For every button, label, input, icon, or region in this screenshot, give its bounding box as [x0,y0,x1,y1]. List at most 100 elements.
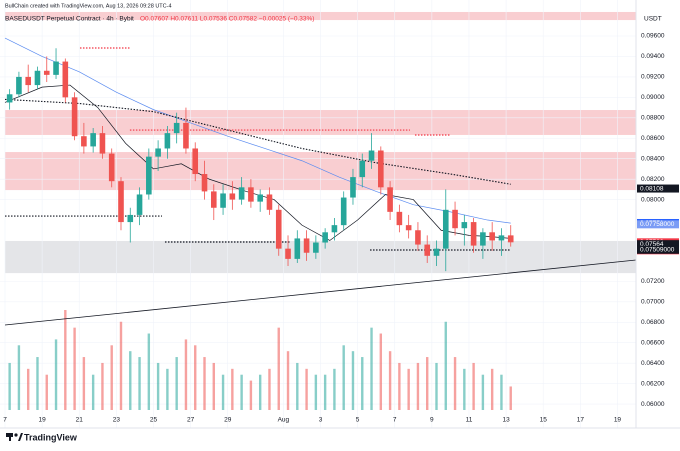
volume-bar [398,362,401,410]
y-tick-label: 0.06600 [641,339,665,346]
volume-bar [36,357,39,410]
volume-bar [129,351,132,410]
x-tick-label: 27 [187,417,195,424]
volume-bar [110,345,113,410]
brand: TradingView [24,432,78,442]
candle-body [470,222,477,246]
candle-body [238,187,245,200]
volume-bar [314,374,318,410]
volume-bar [166,368,169,410]
y-tick-label: 0.06800 [641,319,665,326]
y-tick-label: 0.07000 [641,299,665,306]
candle-body [127,214,134,223]
volume-bar [407,368,410,410]
volume-bar [444,321,447,410]
trendline [4,259,637,326]
volume-bar [296,362,299,410]
candle-body [489,232,495,241]
candle-body [415,230,421,245]
candle-body [322,232,328,243]
price-label-box [637,240,679,249]
volume-bar [379,333,383,410]
symbol: BASEDUSDT Perpetual Contract · 4h · Bybi… [5,16,134,23]
volume-bar [231,368,234,410]
candle-body [53,61,59,75]
y-tick-label: 0.06200 [641,380,665,387]
y-tick-label: 0.07200 [641,278,665,285]
volume-bar [333,368,336,410]
volume-bar [342,345,345,410]
candle-body [285,248,291,259]
x-tick-label: 15 [540,417,548,424]
candle-body [164,133,171,149]
volume-bar [138,357,141,410]
volume-bar [184,339,188,410]
price-label: 0.07758000 [640,221,675,228]
y-tick-label: 0.08600 [641,135,665,142]
candle-body [155,148,161,157]
candle-body [359,160,366,178]
candle-body [378,150,384,188]
price-label-box [637,184,679,193]
candle-body [368,150,375,161]
volume-bar [221,374,225,410]
volume-bar [416,362,420,410]
candle-body [257,194,263,202]
volume-bar [147,333,151,410]
volume-bar [388,351,392,410]
candle-body [303,238,310,253]
candle-body [405,225,412,231]
candle-body [183,122,189,149]
x-tick-label: 9 [430,417,434,424]
candle-body [507,235,514,243]
y-tick-label: 0.08200 [641,176,665,183]
y-tick-label: 0.09400 [641,53,665,60]
x-tick-label: 29 [224,417,232,424]
candle-body [71,97,78,137]
y-tick-label: 0.08000 [641,196,665,203]
volume-bar [277,327,280,410]
candle-body [210,191,217,208]
volume-bar [82,357,86,410]
volume-bar [351,351,355,410]
x-tick-label: Aug [278,417,290,424]
x-tick-label: 23 [113,417,121,424]
price-label: 0.07509000 [640,247,675,254]
x-tick-label: 19 [39,417,47,424]
candle-body [220,193,226,208]
logo-icon [14,433,18,437]
price-label-box [637,220,679,229]
x-tick-label: 25 [150,417,158,424]
volume-bar [194,345,197,410]
candle-body [498,235,505,241]
volume-bar [435,362,438,410]
volume-bar [17,345,21,410]
x-tick-label: 13 [502,417,510,424]
volume-bar [119,321,123,410]
volume-bar [268,368,271,410]
volume-bar [463,368,466,410]
price-label-box [637,245,679,254]
volume-bar [481,374,485,410]
candle-body [99,133,106,154]
volume-bar [472,362,475,410]
volume-bar [361,357,364,410]
price-label: 0.07564 [640,241,664,248]
volume-bar [212,362,215,410]
candle-body [146,156,152,195]
candle-body [396,211,403,226]
candle-body [461,222,468,229]
candle-body [62,61,69,98]
candle-body [248,187,254,202]
candle-body [313,242,319,253]
y-tick-label: 0.06000 [641,401,665,408]
volume-bar [240,374,243,410]
volume-bar [286,351,290,410]
volume-bar [156,362,160,410]
candle-body [90,133,96,147]
candle-body [25,76,31,86]
volume-bar [305,368,308,410]
candle-body [480,232,486,246]
candle-body [229,193,236,200]
